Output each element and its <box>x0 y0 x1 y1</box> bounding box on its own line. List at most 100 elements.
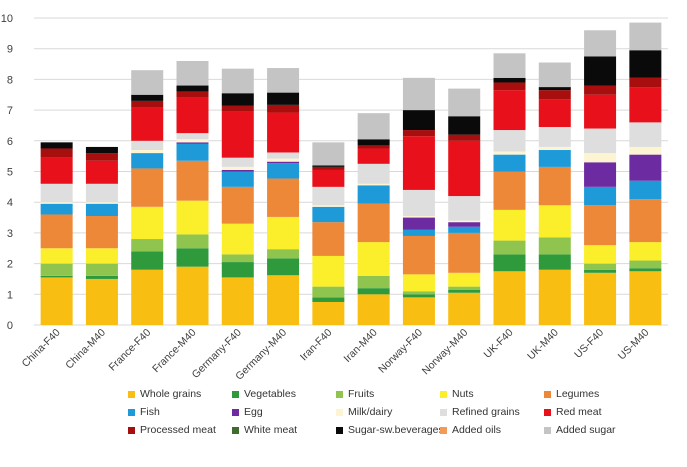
legend-item: Refined grains <box>440 404 544 420</box>
bar-segment-UK-M40-processed-meat <box>538 90 571 100</box>
legend-swatch <box>232 408 239 416</box>
bar-segment-China-F40-fish <box>40 203 73 215</box>
legend-item: White meat <box>232 422 336 438</box>
bar-segment-Norway-M40-red-meat <box>448 140 481 197</box>
legend-swatch <box>544 408 551 416</box>
bar-segment-UK-F40-nuts <box>493 209 526 241</box>
bar-segment-Norway-F40-egg <box>402 217 435 230</box>
bar-segment-China-M40-red-meat <box>85 160 118 184</box>
y-tick-label: 10 <box>1 13 13 25</box>
bar-segment-US-F40-sugar-sw-beverages <box>584 56 617 86</box>
bar-segment-Norway-F40-processed-meat <box>402 130 435 137</box>
y-tick-label: 0 <box>7 320 13 332</box>
bar-segment-France-M40-legumes <box>176 160 209 201</box>
bar-segment-China-F40-fruits <box>40 263 73 276</box>
bar-segment-Norway-M40-vegetables <box>448 289 481 293</box>
bar-segment-China-F40-sugar-sw-beverages <box>40 142 73 149</box>
bar-segment-France-M40-added-sugar <box>176 60 209 86</box>
bar-segment-US-F40-whole-grains <box>584 272 617 325</box>
x-tick-label: US-F40 <box>572 327 606 361</box>
bar-segment-Germany-F40-red-meat <box>221 111 254 158</box>
bar-segment-US-F40-legumes <box>584 205 617 246</box>
bar-segment-China-M40-refined-grains <box>85 183 118 203</box>
bar-segment-UK-M40-vegetables <box>538 254 571 270</box>
y-tick-label: 4 <box>7 197 13 209</box>
bar-segment-France-M40-milk-dairy <box>176 139 209 143</box>
legend-item: Processed meat <box>128 422 232 438</box>
legend-item: Fruits <box>336 386 440 402</box>
bar-segment-Iran-M40-milk-dairy <box>357 183 390 186</box>
legend-swatch <box>440 390 447 398</box>
bar-segment-France-M40-whole-grains <box>176 266 209 325</box>
legend-label: Processed meat <box>140 424 216 436</box>
bar-segment-China-F40-refined-grains <box>40 183 73 203</box>
y-tick-label: 6 <box>7 136 13 148</box>
legend-item: Egg <box>232 404 336 420</box>
bar-segment-Germany-F40-legumes <box>221 186 254 224</box>
x-tick-label: Iran-F40 <box>298 327 335 364</box>
bar-segment-Germany-M40-egg <box>267 161 300 164</box>
bar-segment-UK-F40-fruits <box>493 240 526 255</box>
bar-segment-UK-F40-legumes <box>493 171 526 210</box>
bar-segment-Iran-F40-vegetables <box>312 297 345 302</box>
bar-segment-Norway-M40-processed-meat <box>448 134 481 141</box>
bar-segment-China-M40-sugar-sw-beverages <box>85 146 118 154</box>
legend-label: Red meat <box>556 406 602 418</box>
bar-segment-France-M40-sugar-sw-beverages <box>176 85 209 92</box>
y-tick-label: 5 <box>7 167 13 179</box>
bar-segment-Norway-M40-fruits <box>448 286 481 290</box>
bar-segment-Germany-F40-fruits <box>221 254 254 263</box>
legend-label: Fruits <box>348 388 375 400</box>
bar-segment-Norway-M40-whole-grains <box>448 292 481 325</box>
bar-segment-China-M40-legumes <box>85 216 118 249</box>
bar-segment-UK-M40-milk-dairy <box>538 146 571 151</box>
bar-segment-France-F40-nuts <box>131 206 164 240</box>
bar-segment-France-F40-refined-grains <box>131 140 164 151</box>
legend-label: Egg <box>244 406 263 418</box>
bar-segment-Germany-M40-legumes <box>267 178 300 217</box>
bar-segment-Germany-F40-egg <box>221 169 254 172</box>
bar-segment-US-M40-whole-grains <box>629 271 662 325</box>
bar-segment-Norway-M40-fish <box>448 226 481 233</box>
bar-segment-US-F40-milk-dairy <box>584 153 617 163</box>
legend-label: Refined grains <box>452 406 520 418</box>
bar-segment-Germany-F40-processed-meat <box>221 105 254 112</box>
y-tick-label: 7 <box>7 105 13 117</box>
bar-segment-US-M40-nuts <box>629 242 662 261</box>
bar-segment-France-F40-processed-meat <box>131 100 164 108</box>
bar-segment-Germany-F40-refined-grains <box>221 157 254 167</box>
bar-segment-Norway-F40-vegetables <box>402 294 435 298</box>
bar-segment-Iran-F40-refined-grains <box>312 186 345 206</box>
bar-segment-US-F40-egg <box>584 162 617 187</box>
bar-segment-UK-M40-fruits <box>538 237 571 255</box>
legend-swatch <box>440 408 447 416</box>
bar-segment-Iran-M40-vegetables <box>357 288 390 295</box>
y-tick-label: 1 <box>7 289 13 301</box>
bar-segment-Germany-F40-fish <box>221 171 254 187</box>
chart-legend: Whole grains Vegetables Fruits Nuts Legumes F… <box>128 386 648 438</box>
legend-item: Whole grains <box>128 386 232 402</box>
legend-swatch <box>336 408 343 416</box>
bar-segment-Norway-M40-added-sugar <box>448 88 481 117</box>
bar-segment-Iran-F40-milk-dairy <box>312 205 345 207</box>
legend-item: Legumes <box>544 386 648 402</box>
bar-segment-China-F40-vegetables <box>40 275 73 278</box>
bar-segment-UK-M40-added-sugar <box>538 62 571 88</box>
bar-segment-UK-F40-fish <box>493 154 526 172</box>
bar-segment-France-M40-fruits <box>176 234 209 249</box>
bar-segment-China-F40-legumes <box>40 214 73 249</box>
bar-segment-UK-F40-milk-dairy <box>493 151 526 155</box>
bar-segment-Germany-M40-vegetables <box>267 258 300 276</box>
bar-segment-Germany-M40-sugar-sw-beverages <box>267 92 300 105</box>
y-tick-label: 3 <box>7 228 13 240</box>
bar-segment-Norway-F40-whole-grains <box>402 297 435 325</box>
bar-segment-Iran-M40-fruits <box>357 275 390 289</box>
bar-segment-Germany-F40-milk-dairy <box>221 166 254 170</box>
bar-segment-Iran-F40-fish <box>312 206 345 223</box>
bar-segment-US-M40-sugar-sw-beverages <box>629 50 662 78</box>
bar-segment-Norway-F40-red-meat <box>402 136 435 190</box>
bar-segment-China-M40-milk-dairy <box>85 202 118 204</box>
bar-segment-UK-F40-processed-meat <box>493 82 526 91</box>
bar-segment-France-F40-vegetables <box>131 251 164 270</box>
